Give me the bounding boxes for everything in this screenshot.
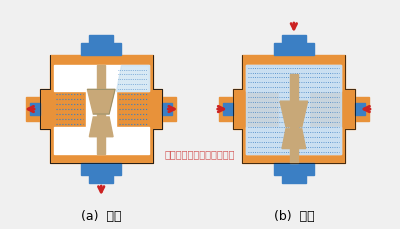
Bar [82, 44, 121, 55]
Bar [26, 98, 40, 121]
Text: (b)  合流: (b) 合流 [274, 209, 314, 222]
Bar [290, 75, 298, 164]
Bar [82, 164, 121, 175]
Bar [355, 98, 369, 121]
Polygon shape [282, 129, 306, 149]
Bar [282, 175, 306, 183]
Bar [274, 44, 314, 55]
Bar [30, 104, 40, 115]
Bar [89, 175, 113, 183]
Polygon shape [233, 55, 355, 164]
Text: 多仪阀门（上海）有限公司: 多仪阀门（上海）有限公司 [165, 149, 235, 159]
Bar [355, 104, 365, 115]
Polygon shape [116, 65, 149, 92]
Polygon shape [280, 102, 308, 127]
Bar [162, 104, 172, 115]
Bar [89, 36, 113, 44]
Bar [223, 104, 233, 115]
Polygon shape [246, 65, 341, 154]
Polygon shape [40, 55, 162, 164]
Polygon shape [87, 90, 115, 114]
Polygon shape [246, 65, 341, 154]
Polygon shape [89, 117, 113, 137]
Bar [282, 36, 306, 44]
Polygon shape [54, 65, 149, 154]
Bar [219, 98, 233, 121]
Bar [274, 164, 314, 175]
Bar [162, 98, 176, 121]
Bar [97, 65, 105, 154]
Text: (a)  分流: (a) 分流 [81, 209, 122, 222]
